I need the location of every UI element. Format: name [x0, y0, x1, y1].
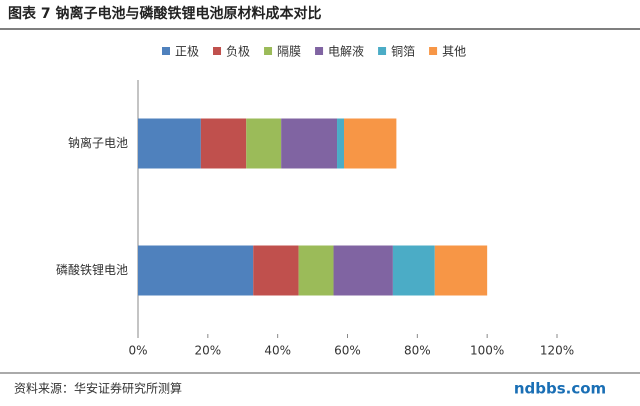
bar-segment [281, 118, 338, 169]
x-tick-label: 100% [470, 344, 504, 358]
legend-label: 铜箔 [391, 44, 415, 59]
legend-label: 隔膜 [277, 45, 301, 59]
chart-title: 图表 7 钠离子电池与磷酸铁锂电池原材料成本对比 [8, 5, 322, 22]
y-tick-label: 钠离子电池 [68, 135, 128, 150]
legend-label: 电解液 [328, 44, 364, 59]
legend-swatch [429, 47, 438, 55]
bar-segment [337, 118, 345, 169]
x-tick-label: 60% [334, 344, 361, 358]
bar-segment [298, 245, 334, 296]
legend-swatch [315, 47, 324, 55]
source-note: 资料来源：华安证券研究所测算 [14, 381, 182, 396]
y-tick-label: 磷酸铁锂电池 [56, 262, 128, 277]
x-tick-label: 80% [404, 344, 431, 358]
x-tick-label: 0% [128, 344, 147, 358]
legend-swatch [264, 47, 273, 55]
bar-segment [253, 245, 299, 296]
bar-segment [392, 245, 435, 296]
x-tick-label: 20% [194, 344, 221, 358]
bar-segment [246, 118, 282, 169]
bar-segment [138, 245, 254, 296]
x-tick-label: 40% [264, 344, 291, 358]
legend-label: 负极 [226, 45, 250, 59]
legend-swatch [378, 47, 387, 55]
x-tick-label: 120% [540, 344, 574, 358]
watermark: ndbbs.com [514, 380, 606, 398]
legend-swatch [213, 47, 222, 55]
legend-label: 其他 [442, 45, 466, 59]
bar-segment [138, 118, 201, 169]
bar-segment [200, 118, 247, 169]
bar-segment [344, 118, 397, 169]
legend-label: 正极 [175, 45, 199, 59]
legend-swatch [162, 47, 170, 55]
bar-segment [333, 245, 393, 296]
bar-segment [434, 245, 488, 296]
